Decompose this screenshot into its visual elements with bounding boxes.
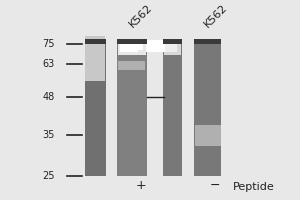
Text: 35: 35: [43, 130, 55, 140]
FancyBboxPatch shape: [126, 42, 142, 50]
FancyBboxPatch shape: [146, 40, 165, 52]
FancyBboxPatch shape: [165, 42, 177, 52]
FancyBboxPatch shape: [85, 36, 105, 81]
FancyBboxPatch shape: [194, 44, 221, 176]
Text: −: −: [210, 179, 220, 192]
Text: K562: K562: [202, 2, 229, 29]
FancyBboxPatch shape: [194, 39, 221, 44]
Text: 63: 63: [43, 59, 55, 69]
FancyBboxPatch shape: [164, 39, 182, 44]
Text: +: +: [136, 179, 146, 192]
FancyBboxPatch shape: [118, 61, 145, 70]
FancyBboxPatch shape: [117, 44, 147, 176]
FancyBboxPatch shape: [85, 39, 106, 44]
Text: K562: K562: [128, 2, 155, 29]
FancyBboxPatch shape: [118, 39, 146, 55]
FancyBboxPatch shape: [164, 44, 182, 176]
Text: 25: 25: [42, 171, 55, 181]
FancyBboxPatch shape: [120, 40, 138, 52]
FancyBboxPatch shape: [117, 39, 147, 44]
FancyBboxPatch shape: [195, 125, 221, 146]
Text: 75: 75: [42, 39, 55, 49]
Text: 48: 48: [43, 92, 55, 102]
FancyBboxPatch shape: [164, 39, 181, 55]
FancyBboxPatch shape: [85, 44, 106, 176]
Text: Peptide: Peptide: [233, 182, 275, 192]
